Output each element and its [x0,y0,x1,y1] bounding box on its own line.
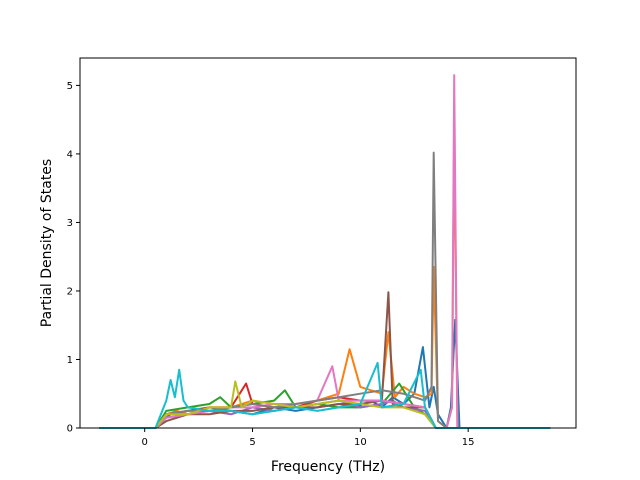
y-axis-label: Partial Density of States [39,159,55,327]
series-line-9 [99,361,551,429]
x-tick-label: 15 [462,437,475,448]
series-line-2 [99,382,551,429]
y-tick-label: 4 [67,149,73,160]
series-lines [99,74,551,429]
y-tick-label: 1 [67,355,73,366]
series-line-7 [99,151,551,429]
y-tick-label: 2 [67,286,73,297]
y-tick-label: 0 [67,424,73,435]
y-tick-label: 3 [67,218,73,229]
x-tick-label: 5 [249,437,255,448]
y-axis-ticks: 0 1 2 3 4 5 [67,81,80,435]
x-axis-label: Frequency (THz) [271,459,385,475]
x-tick-label: 10 [354,437,367,448]
x-axis-ticks: 0 5 10 15 [142,428,475,448]
x-tick-label: 0 [142,437,148,448]
axes-frame [79,57,577,429]
y-tick-label: 5 [67,81,73,92]
series-line-8 [99,380,551,429]
